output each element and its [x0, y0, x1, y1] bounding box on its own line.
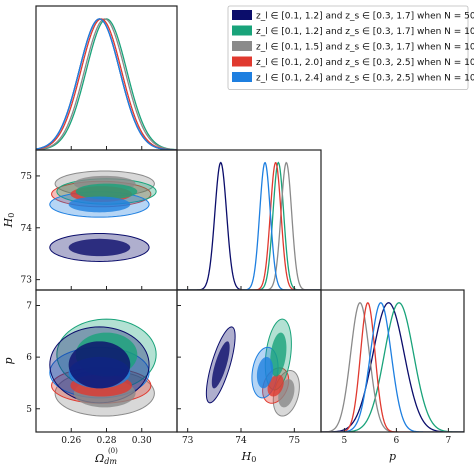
legend-swatch-1 — [232, 10, 252, 20]
contour-panel-om-h0 — [49, 170, 157, 262]
marginal-curve-om-series-1 — [36, 18, 177, 150]
x-tick-label-h0: 73 — [182, 436, 194, 446]
contour-68-h0-p-series-4 — [267, 374, 284, 397]
x-tick-label-h0: 74 — [235, 436, 247, 446]
contour-panel-om-p — [49, 318, 157, 417]
x-tick-label-p: 5 — [342, 436, 348, 446]
contour-panel-h0-p — [205, 318, 300, 417]
x-tick-label-p: 6 — [394, 436, 400, 446]
y-tick-label-h0: 73 — [21, 276, 33, 286]
contour-68-om-h0-series-1 — [68, 238, 131, 257]
x-axis-label-h0: H0 — [241, 450, 257, 464]
y-tick-label-p: 7 — [26, 301, 32, 311]
marginal-panel-om — [36, 18, 177, 150]
contour-68-om-h0-series-2 — [75, 183, 138, 200]
legend-label-1: z_l ∈ [0.1, 1.2] and z_s ∈ [0.3, 1.7] wh… — [256, 12, 474, 22]
marginal-curve-om-series-4 — [36, 18, 177, 150]
legend-label-5: z_l ∈ [0.1, 2.4] and z_s ∈ [0.3, 2.5] wh… — [256, 74, 474, 84]
panel-frame-2-1 — [176, 289, 322, 433]
marginal-curve-h0-series-5 — [177, 161, 321, 290]
marginal-curve-h0-series-3 — [177, 161, 321, 290]
marginal-curve-om-series-3 — [36, 18, 177, 150]
legend-swatch-2 — [232, 25, 252, 36]
x-axis-label-om: Ωdm(0) — [94, 447, 118, 466]
marginal-curve-h0-series-4 — [177, 162, 321, 290]
marginal-curve-p-series-5 — [321, 302, 464, 432]
x-tick-label-h0: 75 — [289, 436, 301, 446]
y-tick-label-h0: 74 — [21, 224, 33, 234]
y-axis-label-p: p — [2, 357, 15, 364]
contour-68-h0-p-series-2 — [270, 332, 287, 377]
x-axis-label-p: p — [389, 450, 396, 463]
marginal-curve-om-series-2 — [36, 18, 177, 150]
contour-68-om-h0-series-5 — [68, 196, 131, 213]
y-tick-label-p: 6 — [26, 353, 32, 363]
panel-frame-1-1 — [176, 149, 322, 291]
legend-swatch-4 — [232, 56, 252, 67]
marginal-curve-om-series-5 — [36, 18, 177, 150]
x-tick-label-om: 0.28 — [96, 436, 116, 446]
marginal-curve-h0-series-2 — [177, 161, 321, 290]
y-tick-label-h0: 75 — [21, 172, 33, 182]
tick-labels: 0.26 0.28 0.30 73 74 75 5 6 7 73 74 75 5 6 7 — [21, 146, 452, 446]
contour-68-h0-p-series-5 — [256, 356, 274, 389]
legend: z_l ∈ [0.1, 1.2] and z_s ∈ [0.3, 1.7] wh… — [227, 5, 474, 90]
legend-label-3: z_l ∈ [0.1, 1.5] and z_s ∈ [0.3, 1.7] wh… — [256, 43, 474, 53]
legend-label-2: z_l ∈ [0.1, 1.2] and z_s ∈ [0.3, 1.7] wh… — [256, 27, 474, 37]
axis-labels: Ωdm(0) H0 p H0 p — [2, 213, 396, 467]
legend-swatch-3 — [232, 41, 252, 51]
legend-swatch-5 — [232, 72, 252, 82]
legend-frame — [227, 5, 469, 90]
x-tick-label-om: 0.30 — [132, 436, 152, 446]
legend-label-4: z_l ∈ [0.1, 2.0] and z_s ∈ [0.3, 2.5] wh… — [256, 58, 474, 68]
y-axis-label-h0: H0 — [2, 213, 16, 229]
marginal-panel-h0 — [177, 161, 321, 290]
contour-68-om-p-series-1 — [68, 341, 131, 389]
panel-frame-2-2 — [320, 289, 465, 433]
y-tick-label-p: 5 — [26, 405, 32, 415]
x-tick-label-p: 7 — [446, 436, 452, 446]
x-tick-label-om: 0.26 — [61, 436, 81, 446]
marginal-panel-p — [321, 302, 464, 432]
marginal-curve-h0-series-1 — [177, 161, 321, 290]
contour-68-h0-p-series-1 — [211, 341, 230, 389]
